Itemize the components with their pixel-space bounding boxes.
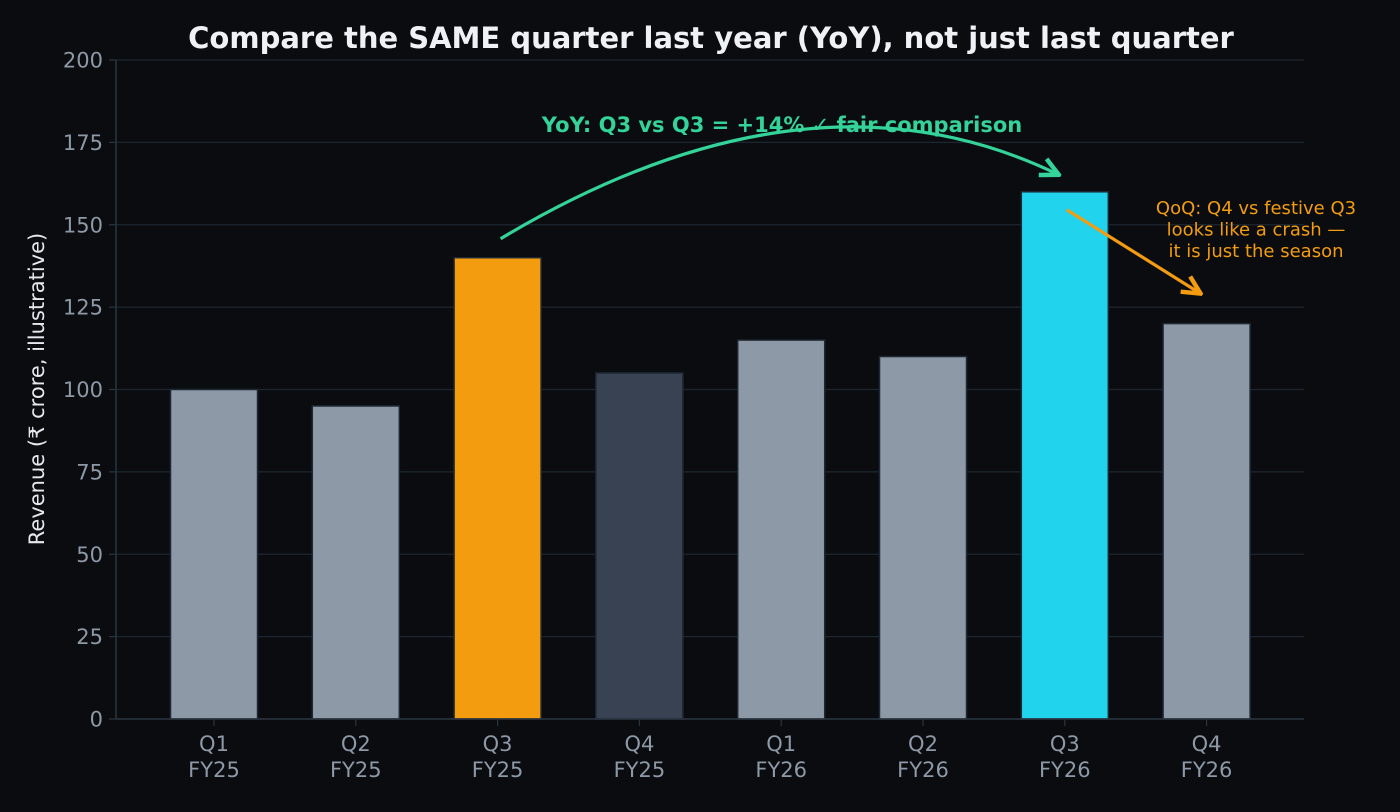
y-tick-label: 200 — [63, 49, 103, 73]
y-tick-label: 125 — [63, 296, 103, 320]
y-tick-label: 150 — [63, 213, 103, 237]
x-tick-label: Q4 FY25 — [614, 732, 666, 782]
grid-lines — [116, 59, 1304, 720]
bar-q4-fy26 — [1162, 322, 1251, 720]
x-tick-label: Q1 FY25 — [188, 732, 240, 782]
y-tick-label: 75 — [76, 460, 103, 484]
y-tick-label: 175 — [63, 131, 103, 155]
bar-q4-fy25 — [595, 372, 684, 720]
x-tick-label: Q1 FY26 — [755, 732, 807, 782]
yoy-annotation-text: YoY: Q3 vs Q3 = +14% ✓ fair comparison — [541, 113, 1022, 137]
y-tick-label: 50 — [76, 543, 103, 567]
bar-q2-fy25 — [311, 405, 401, 720]
bar-q2-fy26 — [878, 355, 968, 720]
x-tick-label: Q4 FY26 — [1181, 732, 1233, 782]
x-tick-label: Q3 FY25 — [472, 732, 524, 782]
y-tick-label: 100 — [63, 378, 103, 402]
x-tick-label: Q3 FY26 — [1039, 732, 1091, 782]
tick-labels: 0 25 50 75 100 125 150 175 200 Q1 FY25 Q2 FY25 Q3 FY25… — [63, 49, 1233, 783]
annotations: QoQ: Q4 vs festive Q3 looks like a crash … — [499, 125, 1356, 294]
yoy-arrow — [499, 125, 1059, 241]
bar-q3-fy26 — [1020, 191, 1110, 720]
y-tick-label: 0 — [90, 708, 103, 732]
bar-q3-fy25 — [453, 256, 542, 720]
bar-q1-fy26 — [736, 339, 826, 720]
bars — [169, 191, 1251, 720]
y-axis-label: Revenue (₹ crore, illustrative) — [25, 233, 49, 545]
qoq-arrow — [1065, 208, 1201, 294]
x-tick-label: Q2 FY25 — [330, 732, 382, 782]
y-tick-label: 25 — [76, 625, 103, 649]
bar-q1-fy25 — [169, 388, 259, 720]
chart-title: Compare the SAME quarter last year (YoY)… — [188, 21, 1234, 55]
qoq-annotation-text: QoQ: Q4 vs festive Q3 looks like a crash … — [1156, 198, 1356, 262]
x-tick-label: Q2 FY26 — [897, 732, 949, 782]
